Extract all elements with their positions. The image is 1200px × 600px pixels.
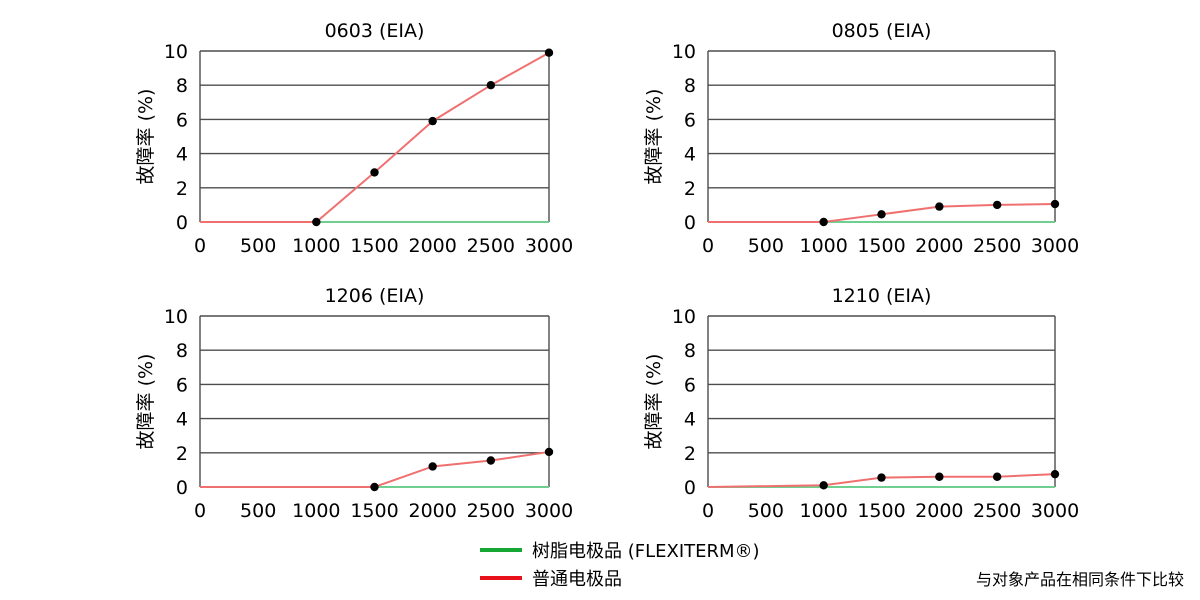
y-tick-label: 0 <box>176 477 188 499</box>
y-tick-label: 8 <box>176 340 188 362</box>
y-axis-label: 故障率 (%) <box>135 89 157 185</box>
y-tick-label: 8 <box>176 75 188 97</box>
y-tick-label: 2 <box>684 178 696 200</box>
data-point <box>992 200 1002 210</box>
chart-panel-3: 0 2 4 6 8 10 0 500 1000 1500 2000 2500 3000 1210 (EIA… <box>643 285 1079 522</box>
data-point <box>428 462 437 471</box>
x-tick-label: 2000 <box>408 500 456 522</box>
legend-item-resin: 树脂电极品 (FLEXITERM®) <box>480 536 760 564</box>
data-point <box>935 202 944 211</box>
chart-title: 1210 (EIA) <box>832 285 932 307</box>
chart-panel-2: 0 2 4 6 8 10 0 500 1000 1500 2000 2500 3000 1206 (EIA… <box>135 285 573 522</box>
y-tick-label: 6 <box>684 109 696 131</box>
data-point <box>819 481 828 490</box>
x-tick-label: 3000 <box>1031 235 1079 257</box>
y-tick-label: 2 <box>176 178 188 200</box>
x-tick-label: 2500 <box>467 500 515 522</box>
y-tick-label: 10 <box>672 306 696 328</box>
x-tick-label: 500 <box>240 500 276 522</box>
x-tick-label: 0 <box>194 235 206 257</box>
y-tick-label: 8 <box>684 340 696 362</box>
chart-title: 1206 (EIA) <box>325 285 425 307</box>
series-line-normal <box>200 450 550 488</box>
x-tick-label: 1000 <box>799 235 847 257</box>
x-tick-label: 2500 <box>973 500 1021 522</box>
x-tick-label: 2000 <box>915 235 963 257</box>
legend-label-normal: 普通电极品 <box>532 569 622 590</box>
x-tick-label: 500 <box>748 235 784 257</box>
x-tick-label: 0 <box>194 500 206 522</box>
y-tick-label: 2 <box>684 443 696 465</box>
y-tick-label: 0 <box>684 477 696 499</box>
x-tick-label: 1000 <box>292 235 340 257</box>
x-tick-label: 2000 <box>408 235 456 257</box>
y-tick-label: 10 <box>672 41 696 63</box>
x-tick-label: 0 <box>702 500 714 522</box>
data-point <box>877 210 886 219</box>
legend-label-resin: 树脂电极品 (FLEXITERM®) <box>532 541 760 562</box>
series-line-normal <box>707 473 1056 488</box>
y-tick-label: 4 <box>176 144 188 166</box>
data-point <box>819 217 828 227</box>
data-point <box>992 472 1002 481</box>
data-point <box>877 473 886 482</box>
data-point <box>544 48 554 57</box>
y-tick-label: 4 <box>684 144 696 166</box>
y-tick-label: 0 <box>176 212 188 234</box>
legend-swatch-normal <box>480 576 522 580</box>
y-tick-label: 0 <box>684 212 696 234</box>
x-tick-label: 2500 <box>973 235 1021 257</box>
y-axis-label: 故障率 (%) <box>643 354 665 450</box>
data-point <box>1050 469 1060 479</box>
chart-panel-1: 0 2 4 6 8 10 0 500 1000 1500 2000 2500 3000 0805 (EIA… <box>643 20 1079 257</box>
footnote: 与对象产品在相同条件下比较 <box>975 570 1184 589</box>
series-line-normal <box>200 51 550 223</box>
x-tick-label: 1500 <box>857 500 905 522</box>
x-tick-label: 1000 <box>292 500 340 522</box>
x-tick-label: 3000 <box>525 235 573 257</box>
legend: 树脂电极品 (FLEXITERM®) 普通电极品 <box>480 536 760 592</box>
y-tick-label: 6 <box>176 109 188 131</box>
y-tick-label: 4 <box>684 409 696 431</box>
x-tick-label: 3000 <box>525 500 573 522</box>
series-line-normal <box>708 203 1056 223</box>
x-tick-label: 1500 <box>350 235 398 257</box>
chart-title: 0603 (EIA) <box>325 20 425 42</box>
x-tick-label: 500 <box>240 235 276 257</box>
y-tick-label: 6 <box>176 374 188 396</box>
legend-swatch-resin <box>480 548 522 552</box>
y-tick-label: 10 <box>164 41 188 63</box>
y-tick-label: 10 <box>164 306 188 328</box>
x-tick-label: 500 <box>748 500 784 522</box>
x-tick-label: 1500 <box>350 500 398 522</box>
data-point <box>544 447 554 457</box>
chart-panel-0: 0 2 4 6 8 10 0 500 1000 1500 2000 2500 3000 0603 (EIA… <box>135 20 573 257</box>
x-tick-label: 1500 <box>857 235 905 257</box>
y-tick-label: 2 <box>176 443 188 465</box>
data-point <box>486 456 496 465</box>
x-tick-label: 2000 <box>915 500 963 522</box>
y-tick-label: 6 <box>684 374 696 396</box>
x-tick-label: 0 <box>702 235 714 257</box>
y-axis-label: 故障率 (%) <box>643 89 665 185</box>
x-tick-label: 1000 <box>799 500 847 522</box>
data-point <box>428 116 437 126</box>
chart-title: 0805 (EIA) <box>832 20 932 42</box>
y-tick-label: 8 <box>684 75 696 97</box>
data-point <box>312 217 321 227</box>
data-point <box>1050 199 1060 209</box>
data-point <box>370 168 379 177</box>
x-tick-label: 3000 <box>1031 500 1079 522</box>
data-point <box>935 472 944 481</box>
x-tick-label: 2500 <box>467 235 515 257</box>
legend-item-normal: 普通电极品 <box>480 564 760 592</box>
y-tick-label: 4 <box>176 409 188 431</box>
data-point <box>486 81 496 90</box>
y-axis-label: 故障率 (%) <box>135 354 157 450</box>
data-point <box>370 482 379 492</box>
